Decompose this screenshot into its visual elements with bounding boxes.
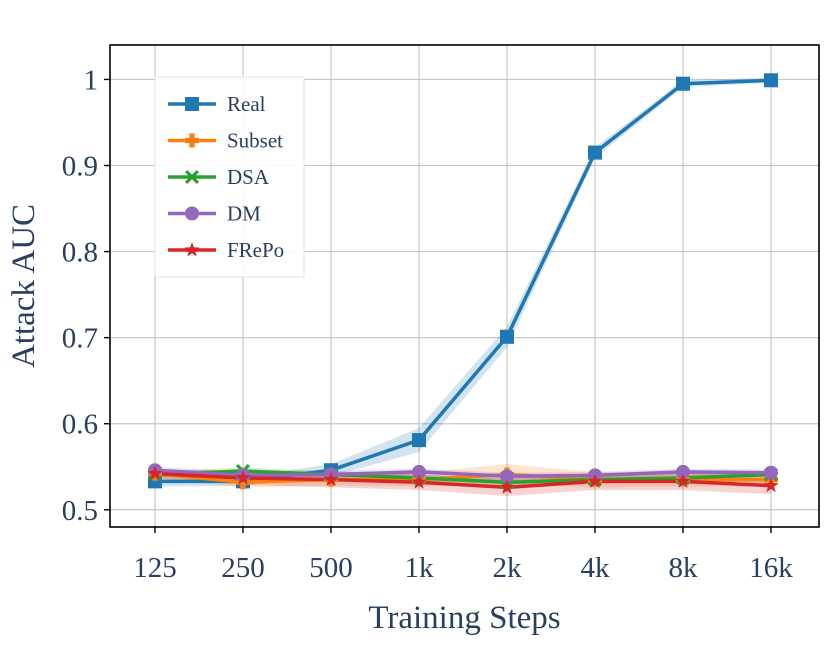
- axis-ticks: [104, 78, 772, 533]
- frepo-line: [153, 471, 773, 490]
- x-tick-label: 16k: [749, 552, 793, 584]
- y-tick-label: 0.5: [62, 495, 98, 527]
- frepo-point: [411, 474, 427, 489]
- frepo-point: [235, 469, 251, 485]
- x-tick-label: 125: [133, 552, 177, 584]
- x-tick-label: 2k: [493, 552, 523, 584]
- dm-point: [676, 464, 690, 479]
- legend-subset-label: Subset: [227, 129, 283, 153]
- frepo-point: [587, 473, 603, 488]
- y-tick-labels: 0.5 0.6 0.7 0.8 0.9 1: [62, 64, 98, 526]
- legend-dm-marker: [185, 206, 199, 221]
- legend-dsa-marker: [185, 170, 199, 184]
- legend-dm-label: DM: [227, 202, 261, 226]
- legend-frepo-marker: [184, 241, 200, 257]
- real-point: [764, 73, 778, 88]
- real-point: [500, 329, 514, 344]
- legend-frepo-label: FRePo: [227, 238, 284, 262]
- dm-point: [412, 464, 426, 479]
- x-tick-label: 250: [221, 552, 265, 584]
- dm-point: [764, 465, 778, 480]
- legend: Real Subset DSA DM FRePo: [154, 76, 305, 278]
- y-axis-label: Attack AUC: [6, 204, 42, 368]
- x-tick-label: 8k: [669, 552, 699, 584]
- frepo-point: [763, 477, 779, 493]
- series-markers: [147, 73, 779, 494]
- plot-frame: [109, 44, 820, 528]
- real-point: [676, 76, 690, 91]
- frepo-point: [147, 465, 163, 481]
- real-point: [588, 145, 602, 160]
- legend-real-label: Real: [227, 92, 266, 116]
- legend-dsa-label: DSA: [227, 165, 270, 189]
- frepo-point: [499, 479, 515, 494]
- y-tick-label: 0.6: [62, 409, 98, 441]
- x-tick-labels: 125 250 500 1k 2k 4k 8k 16k: [133, 552, 793, 584]
- x-axis-label: Training Steps: [368, 600, 560, 636]
- x-tick-label: 4k: [581, 552, 611, 584]
- frepo-point: [675, 473, 691, 488]
- dm-point: [500, 469, 514, 484]
- dsa-line: [153, 469, 773, 484]
- y-tick-label: 0.9: [62, 151, 98, 183]
- legend-real-marker: [185, 97, 199, 111]
- y-tick-label: 0.8: [62, 237, 98, 269]
- frepo-point: [323, 471, 339, 487]
- real-point: [412, 433, 426, 448]
- x-tick-label: 1k: [405, 552, 435, 584]
- y-tick-label: 0.7: [62, 323, 98, 355]
- series-lines: [153, 78, 773, 490]
- y-tick-label: 1: [84, 64, 99, 96]
- dm-line: [153, 468, 773, 478]
- legend-subset-marker: [185, 133, 199, 148]
- x-tick-label: 500: [309, 552, 353, 584]
